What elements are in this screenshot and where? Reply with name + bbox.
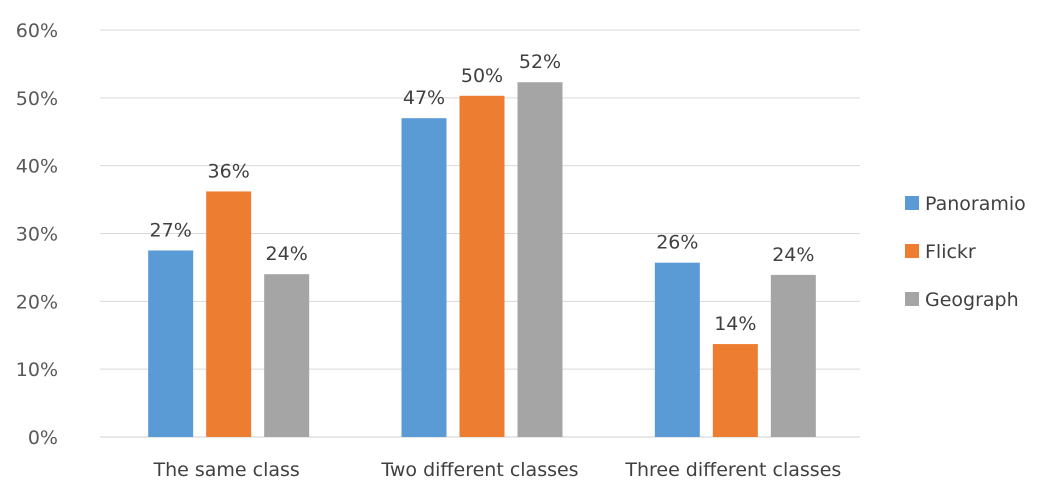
legend: Panoramio Flickr Geograph (905, 193, 1026, 311)
data-label: 24% (772, 244, 814, 266)
legend-swatch-geograph (905, 292, 919, 306)
bar-panoramio-2 (401, 118, 447, 437)
data-label: 50% (461, 65, 503, 87)
bars (148, 82, 816, 438)
data-label: 24% (266, 243, 308, 265)
legend-swatch-flickr (905, 244, 919, 258)
y-tick-label: 20% (16, 291, 58, 313)
data-label: 14% (714, 313, 756, 335)
data-label: 26% (656, 232, 698, 254)
y-axis-tick-labels: 0% 10% 20% 30% 40% 50% 60% (16, 20, 58, 449)
bar-geograph-2 (517, 82, 563, 438)
data-label: 36% (208, 160, 250, 182)
x-category-label: Two different classes (380, 459, 578, 481)
y-tick-label: 10% (16, 359, 58, 381)
bar-panoramio-3 (654, 262, 700, 437)
y-tick-label: 0% (28, 427, 58, 449)
bar-panoramio-1 (148, 250, 194, 437)
data-label: 27% (150, 219, 192, 241)
data-label: 52% (519, 51, 561, 73)
legend-label: Panoramio (925, 193, 1026, 215)
bar-flickr-3 (712, 344, 758, 437)
y-tick-label: 60% (16, 20, 58, 42)
data-label: 47% (403, 87, 445, 109)
bar-geograph-1 (264, 274, 310, 437)
y-tick-label: 30% (16, 224, 58, 246)
legend-swatch-panoramio (905, 196, 919, 210)
bar-flickr-2 (459, 95, 505, 437)
legend-label: Flickr (925, 241, 976, 263)
y-tick-label: 40% (16, 156, 58, 178)
data-labels: 27% 36% 24% 47% 50% 52% 26% 14% 24% (150, 51, 815, 335)
bar-geograph-3 (770, 274, 816, 437)
bar-flickr-1 (206, 191, 252, 437)
legend-label: Geograph (925, 289, 1019, 311)
x-category-label: Three different classes (624, 459, 841, 481)
y-tick-label: 50% (16, 88, 58, 110)
x-axis-category-labels: The same class Two different classes Three… (153, 459, 842, 481)
x-category-label: The same class (153, 459, 300, 481)
